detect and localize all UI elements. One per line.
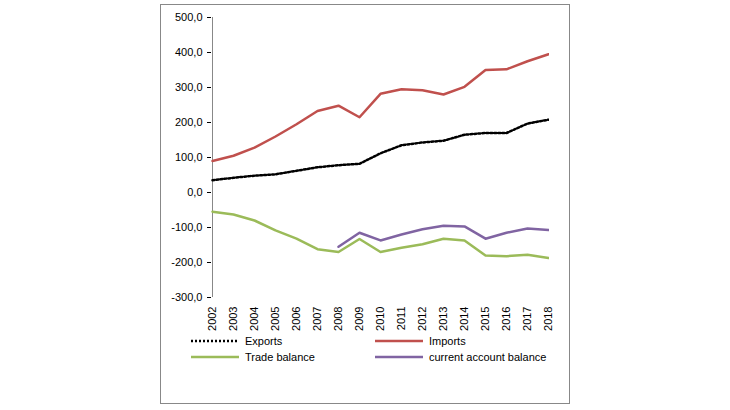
svg-text:2017: 2017	[521, 307, 533, 331]
svg-text:500,0: 500,0	[175, 11, 203, 23]
svg-text:2014: 2014	[458, 307, 470, 331]
svg-text:2003: 2003	[227, 307, 239, 331]
svg-text:2007: 2007	[311, 307, 323, 331]
html-text:current account balance: current account balance	[429, 351, 547, 363]
svg-text:2010: 2010	[374, 307, 386, 331]
svg-text:-300,0: -300,0	[171, 291, 202, 303]
svg-text:2018: 2018	[542, 307, 554, 331]
svg-text:2012: 2012	[416, 307, 428, 331]
svg-text:2016: 2016	[500, 307, 512, 331]
svg-text:2005: 2005	[269, 307, 281, 331]
svg-text:2009: 2009	[353, 307, 365, 331]
svg-text:2013: 2013	[437, 307, 449, 331]
svg-text:2004: 2004	[248, 307, 260, 331]
html-text:Trade balance: Trade balance	[245, 351, 315, 363]
html-text:Exports: Exports	[245, 335, 283, 347]
svg-text:2002: 2002	[206, 307, 218, 331]
svg-text:-100,0: -100,0	[171, 221, 202, 233]
html-text:Imports: Imports	[429, 335, 466, 347]
svg-text:2008: 2008	[332, 307, 344, 331]
svg-text:2015: 2015	[479, 307, 491, 331]
svg-text:100,0: 100,0	[175, 151, 203, 163]
svg-text:200,0: 200,0	[175, 116, 203, 128]
svg-text:-200,0: -200,0	[171, 256, 202, 268]
svg-text:2006: 2006	[290, 307, 302, 331]
svg-text:300,0: 300,0	[175, 81, 203, 93]
svg-text:0,0: 0,0	[187, 186, 202, 198]
svg-text:400,0: 400,0	[175, 46, 203, 58]
svg-text:2011: 2011	[395, 307, 407, 331]
